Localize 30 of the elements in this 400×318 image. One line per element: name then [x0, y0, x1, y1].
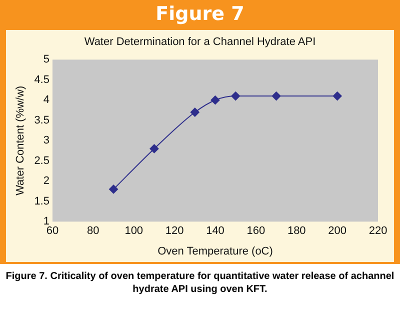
- y-tick-label: 1.5: [34, 195, 50, 208]
- point: [272, 92, 281, 101]
- x-tick-label: 120: [165, 225, 184, 238]
- point: [190, 108, 200, 117]
- y-axis-title: Water Content (%w/w): [14, 86, 27, 196]
- x-axis-title: Oven Temperature (oC): [158, 245, 273, 258]
- chart-subtitle: Water Determination for a Channel Hydrate API: [83, 36, 317, 48]
- y-tick-label: 4: [43, 94, 50, 106]
- y-tick-label: 3.5: [34, 114, 50, 126]
- point: [210, 96, 220, 105]
- point: [109, 184, 118, 194]
- x-tick-label: 80: [87, 225, 100, 238]
- point: [332, 92, 342, 101]
- y-tick-label: 1: [43, 216, 50, 228]
- chart-title: Figure 7: [154, 2, 246, 27]
- y-tick-label: 2: [43, 175, 50, 188]
- y-tick-label: 5: [43, 54, 50, 66]
- x-tick-label: 60: [46, 225, 59, 238]
- x-tick-label: 200: [328, 225, 346, 238]
- y-tick-label: 2.5: [34, 154, 50, 167]
- y-tick-label: 3: [43, 134, 50, 147]
- caption: Figure 7. Criticality of oven temperature for quantitative water release of achannel hydrate API using oven KFT.: [0, 264, 400, 318]
- x-tick-label: 160: [246, 225, 266, 238]
- x-tick-label: 180: [287, 225, 306, 238]
- point: [150, 144, 159, 154]
- x-tick-label: 220: [368, 225, 388, 238]
- x-tick-label: 140: [206, 225, 224, 238]
- point: [231, 92, 240, 101]
- x-tick-label: 100: [124, 225, 144, 238]
- y-tick-label: 4.5: [34, 74, 50, 86]
